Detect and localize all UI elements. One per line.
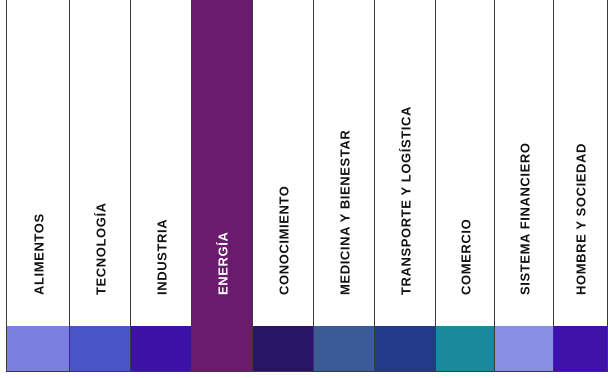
category-label: CONOCIMIENTO	[276, 185, 291, 295]
category-label: SISTEMA FINANCIERO	[517, 142, 532, 295]
category-tab-sistema-financiero[interactable]: SISTEMA FINANCIERO	[494, 0, 555, 372]
category-color-swatch	[554, 326, 607, 372]
category-label: COMERCIO	[458, 218, 473, 295]
category-color-swatch	[375, 326, 436, 372]
category-color-swatch	[253, 326, 314, 372]
category-label: TECNOLOGÍA	[93, 202, 108, 295]
category-label: ENERGÍA	[215, 231, 230, 295]
category-tab-conocimiento[interactable]: CONOCIMIENTO	[252, 0, 315, 372]
category-label: TRANSPORTE Y LOGÍSTICA	[398, 106, 413, 295]
category-tab-industria[interactable]: INDUSTRIA	[130, 0, 193, 372]
category-color-swatch	[314, 326, 375, 372]
category-tab-hombre-y-sociedad[interactable]: HOMBRE Y SOCIEDAD	[553, 0, 608, 372]
category-tab-medicina-y-bienestar[interactable]: MEDICINA Y BIENESTAR	[313, 0, 376, 372]
category-color-swatch	[495, 326, 554, 372]
category-tab-transporte-y-logistica[interactable]: TRANSPORTE Y LOGÍSTICA	[374, 0, 437, 372]
category-tab-tecnologia[interactable]: TECNOLOGÍA	[69, 0, 132, 372]
category-tab-alimentos[interactable]: ALIMENTOS	[6, 0, 71, 372]
category-label: MEDICINA Y BIENESTAR	[337, 129, 352, 295]
category-label: INDUSTRIA	[154, 218, 169, 295]
category-color-swatch	[131, 326, 192, 372]
category-color-swatch	[436, 326, 495, 372]
category-tab-energia[interactable]: ENERGÍA	[191, 0, 254, 372]
category-label: HOMBRE Y SOCIEDAD	[573, 142, 588, 295]
category-tab-comercio[interactable]: COMERCIO	[435, 0, 496, 372]
bottom-divider	[6, 371, 608, 372]
category-color-swatch	[192, 326, 253, 372]
category-label: ALIMENTOS	[31, 213, 46, 295]
category-color-swatch	[70, 326, 131, 372]
category-color-swatch	[7, 326, 70, 372]
